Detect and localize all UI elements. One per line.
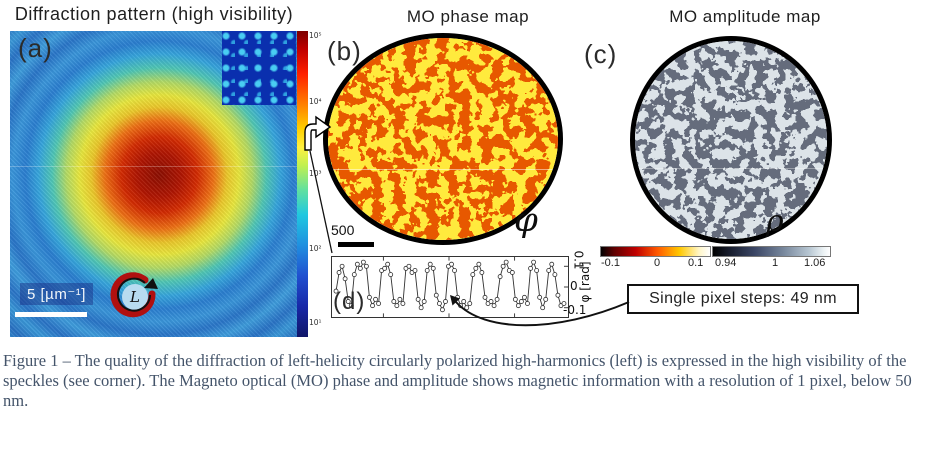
colorbar-phase-tick: 0.1 [688,257,704,269]
pixel-steps-text: Single pixel steps: 49 nm [649,290,837,307]
y-tick: -0.1 [563,303,587,317]
rho-symbol: ρ [766,204,784,239]
profile-row-marker [328,169,558,170]
phi-symbol: φ [514,200,538,240]
scale-bar-b [338,242,374,247]
y-axis-label: φ [rad] [578,261,592,303]
polarization-symbol: L [129,288,140,306]
title-mo-phase: MO phase map [406,7,530,26]
colorbar-amp-tick: 1 [772,257,779,269]
panel-label-a: (a) [18,33,53,63]
colorbar-a-tick: 10⁵ [309,31,322,40]
circular-polarization-icon: L [110,272,158,318]
y-tick: 0 [570,279,578,293]
colorbar-phase-tick: 0 [654,257,661,269]
colorbar-phase-tick: -0.1 [601,257,620,269]
colorbar-amp-tick: 1.06 [804,257,826,269]
phase-profile-plot [331,256,569,318]
pixel-steps-annotation-box: Single pixel steps: 49 nm [627,284,859,314]
scale-label-a: 5 [µm⁻¹] [20,283,93,305]
colorbar-a-tick: 10² [309,244,322,253]
colorbar-phase [600,246,711,257]
hairline [10,166,297,167]
panel-label-c: (c) [584,39,618,69]
diffraction-pattern-image: (a) 5 [µm⁻¹] L [10,31,297,337]
colorbar-amplitude [712,246,831,257]
hairline [635,168,827,169]
colorbar-diffraction [297,31,308,337]
panel-label-d: (d) [333,288,366,315]
panel-label-b: (b) [327,36,362,66]
figure-caption: Figure 1 – The quality of the diffractio… [3,351,912,411]
title-mo-amplitude: MO amplitude map [669,7,821,26]
scale-bar-a [15,312,87,317]
colorbar-a-tick: 10³ [309,169,322,178]
colorbar-a-tick: 10⁴ [309,97,322,106]
speckle-inset-image [222,31,296,105]
colorbar-amp-tick: 0.94 [715,257,737,269]
mo-amplitude-map-image [630,36,832,244]
scale-label-b: 500 [331,222,355,238]
mo-phase-map-image [323,33,563,245]
colorbar-a-tick: 10¹ [309,318,322,327]
title-diffraction: Diffraction pattern (high visibility) [14,4,294,24]
